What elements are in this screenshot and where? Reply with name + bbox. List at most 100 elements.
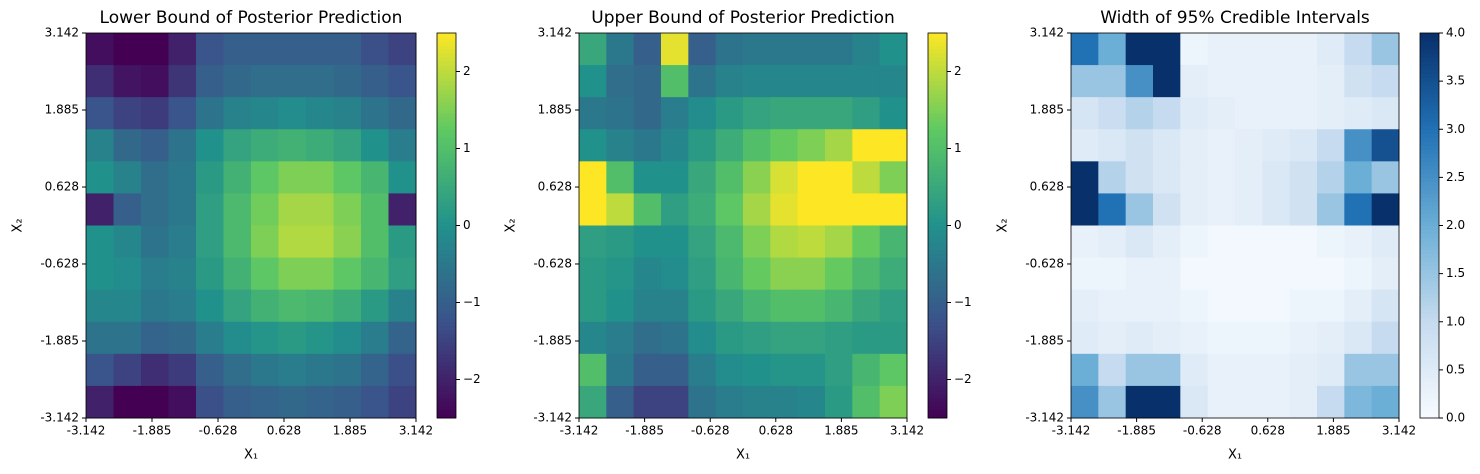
colorbar-swatch	[1420, 65, 1439, 70]
heatmap-cell	[715, 161, 744, 194]
heatmap-cell	[579, 161, 607, 194]
heatmap-cell	[1317, 97, 1345, 130]
colorbar-swatch	[1420, 341, 1439, 347]
heatmap-cell	[306, 385, 334, 419]
x-tick-label: 3.142	[890, 424, 924, 438]
heatmap-cell	[306, 321, 334, 355]
heatmap-cell	[797, 385, 826, 419]
heatmap-cell	[606, 33, 635, 66]
heatmap-cell	[797, 257, 826, 291]
colorbar-swatch	[437, 165, 456, 170]
heatmap-cell	[1289, 193, 1318, 226]
colorbar-swatch	[928, 157, 947, 162]
colorbar-swatch	[437, 197, 456, 202]
heatmap-cell	[278, 321, 307, 355]
heatmap-cell	[1207, 161, 1236, 194]
colorbar-swatch	[928, 85, 947, 90]
heatmap-cell	[1098, 257, 1127, 291]
heatmap-cell	[1371, 385, 1400, 419]
heatmap-cell	[606, 321, 635, 355]
heatmap-cell	[1098, 129, 1127, 162]
heatmap-cell	[1071, 321, 1099, 355]
heatmap-cell	[168, 353, 197, 387]
heatmap-cell	[1235, 353, 1263, 387]
colorbar-swatch	[1420, 89, 1439, 94]
heatmap-cell	[825, 385, 853, 419]
y-tick-label: 1.885	[45, 103, 79, 117]
colorbar-swatch	[1420, 365, 1439, 371]
colorbar-tick-label: 0.0	[1446, 411, 1465, 425]
heatmap-cell	[715, 33, 744, 66]
heatmap-cell	[661, 353, 689, 387]
heatmap-cell	[141, 129, 169, 162]
heatmap-cell	[333, 321, 362, 355]
colorbar-swatch	[1420, 69, 1439, 74]
heatmap-cell	[306, 33, 334, 66]
colorbar-swatch	[437, 189, 456, 194]
heatmap-cell	[388, 257, 417, 291]
colorbar-swatch	[437, 185, 456, 190]
heatmap-cell	[168, 129, 197, 162]
heatmap-cell	[141, 257, 169, 291]
colorbar-swatch	[1420, 333, 1439, 339]
colorbar-tick-label: 1	[463, 141, 471, 155]
colorbar-swatch	[437, 173, 456, 178]
colorbar-swatch	[928, 185, 947, 190]
heatmap-cell	[141, 385, 169, 419]
colorbar-swatch	[928, 81, 947, 86]
heatmap-cell	[1317, 257, 1345, 291]
heatmap-cell	[661, 385, 689, 419]
colorbar-swatch	[437, 93, 456, 98]
colorbar-swatch	[437, 261, 456, 267]
heatmap-cell	[1262, 257, 1291, 291]
heatmap-cell	[1289, 65, 1318, 98]
heatmap-cell	[879, 97, 908, 130]
heatmap-cell	[1207, 33, 1236, 66]
heatmap-cell	[661, 65, 689, 98]
heatmap-cell	[1235, 257, 1263, 291]
heatmap-cell	[306, 225, 334, 259]
heatmap-cell	[770, 97, 799, 130]
y-tick-label: -1.885	[533, 333, 572, 347]
colorbar-swatch	[928, 137, 947, 142]
colorbar-swatch	[437, 325, 456, 331]
heatmap-cell	[196, 321, 224, 355]
heatmap-cell	[579, 225, 607, 259]
heatmap-cell	[86, 289, 114, 323]
heatmap-cell	[223, 129, 252, 162]
heatmap-cell	[1125, 161, 1154, 194]
colorbar-swatch	[437, 33, 456, 38]
heatmap-cell	[278, 129, 307, 162]
heatmap-cell	[113, 33, 142, 66]
colorbar-swatch	[1420, 385, 1439, 391]
heatmap-cell	[743, 225, 771, 259]
colorbar-swatch	[928, 225, 947, 231]
colorbar-swatch	[437, 169, 456, 174]
heatmap-cell	[797, 161, 826, 194]
heatmap-cell	[223, 161, 252, 194]
heatmap-cell	[306, 193, 334, 226]
colorbar-swatch	[1420, 281, 1439, 287]
heatmap-cell	[1207, 321, 1236, 355]
heatmap-cell	[196, 161, 224, 194]
colorbar-tick-label: 1.0	[1446, 314, 1465, 328]
x-tick-label: 3.142	[399, 424, 433, 438]
heatmap-cell	[825, 321, 853, 355]
heatmap-cell	[715, 257, 744, 291]
colorbar-swatch	[437, 65, 456, 70]
heatmap-cell	[770, 257, 799, 291]
heatmap-cell	[333, 289, 362, 323]
heatmap-cell	[633, 193, 662, 226]
heatmap-cell	[168, 97, 197, 130]
colorbar-swatch	[437, 37, 456, 42]
colorbar-swatch	[437, 141, 456, 146]
heatmap-cell	[1344, 321, 1373, 355]
y-tick-label: -0.628	[1025, 256, 1064, 270]
colorbar-swatch	[928, 349, 947, 355]
colorbar-swatch	[437, 241, 456, 247]
colorbar-swatch	[1420, 273, 1439, 279]
heatmap-cell	[579, 353, 607, 387]
heatmap-cell	[196, 353, 224, 387]
heatmap-cell	[633, 97, 662, 130]
